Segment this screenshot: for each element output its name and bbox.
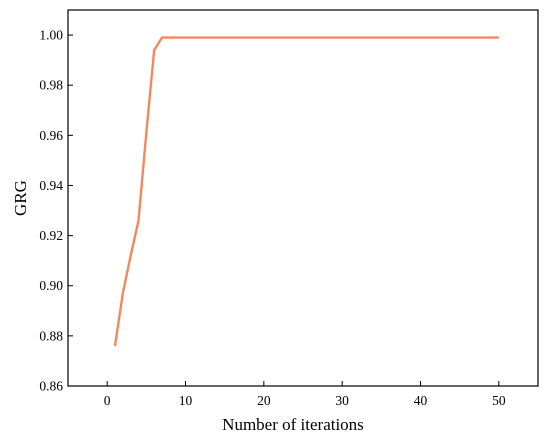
y-tick-label: 0.92 xyxy=(39,228,63,243)
y-tick-label: 0.96 xyxy=(39,128,63,143)
x-axis-title: Number of iterations xyxy=(222,415,364,434)
y-axis: 0.86 0.88 0.90 0.92 0.94 0.96 0.98 1.00 xyxy=(39,28,73,394)
y-tick-label: 0.88 xyxy=(39,328,63,343)
x-tick-label: 40 xyxy=(414,393,428,408)
y-tick-label: 0.94 xyxy=(39,178,63,193)
x-tick-label: 10 xyxy=(179,393,193,408)
x-tick-label: 30 xyxy=(335,393,349,408)
x-tick-label: 0 xyxy=(104,393,111,408)
y-axis-title: GRG xyxy=(11,180,30,216)
plot-frame xyxy=(67,9,539,387)
y-tick-label: 0.90 xyxy=(39,278,63,293)
series-line-0 xyxy=(113,36,499,347)
y-tick-label: 0.86 xyxy=(39,379,63,394)
x-axis: 0 10 20 30 40 50 xyxy=(104,381,506,408)
x-tick-label: 20 xyxy=(257,393,271,408)
y-tick-label: 1.00 xyxy=(39,28,63,43)
x-tick-label: 50 xyxy=(492,393,506,408)
series-layer xyxy=(113,36,499,347)
y-tick-label: 0.98 xyxy=(39,78,63,93)
